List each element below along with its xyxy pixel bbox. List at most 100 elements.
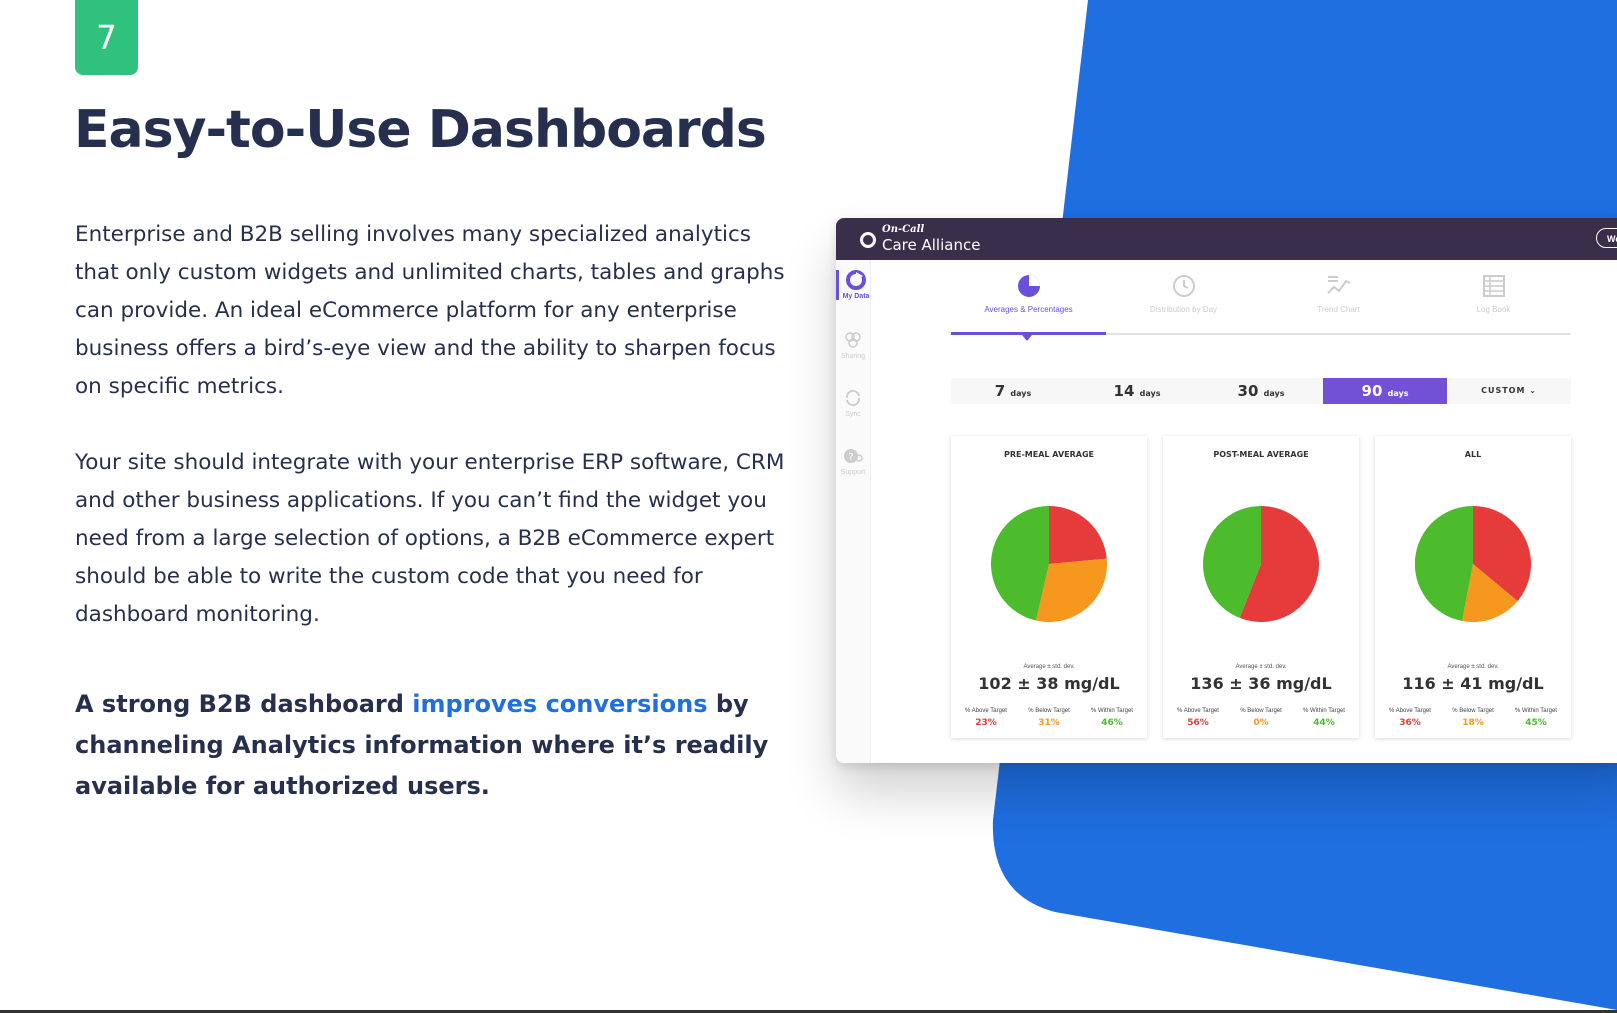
table-icon	[1482, 275, 1505, 297]
stat-value: 18%	[1462, 718, 1484, 728]
average-value: 136 ± 36 mg/dL	[1190, 674, 1332, 693]
average-value: 102 ± 38 mg/dL	[978, 674, 1120, 693]
average-label: Average ± std. dev.	[1447, 664, 1499, 670]
sidebar-item-support[interactable]: ? Support	[836, 446, 870, 476]
dashboard-screenshot: On-Call Care Alliance We My Data Sharing…	[836, 218, 1617, 763]
clock-icon	[1172, 275, 1195, 297]
people-icon	[845, 332, 861, 348]
page-title: Easy-to-Use Dashboards	[74, 100, 767, 160]
sidebar-label: Sync	[845, 411, 861, 418]
help-icon: ?	[844, 449, 863, 463]
card-title: POST-MEAL AVERAGE	[1213, 450, 1309, 459]
date-range-selector: 7 days 14 days 30 days 90 days CUSTOM ⌄	[951, 378, 1571, 404]
range-14-days[interactable]: 14 days	[1075, 378, 1199, 404]
custom-range-dropdown[interactable]: CUSTOM ⌄	[1481, 386, 1537, 395]
header-welcome-button[interactable]: We	[1596, 228, 1617, 248]
pie-slice-within	[1415, 506, 1473, 621]
trend-chart-icon	[1326, 276, 1350, 294]
stat-value: 36%	[1399, 718, 1421, 728]
sidebar-label: Support	[840, 469, 866, 476]
pie-slice-above	[1473, 506, 1531, 602]
stat-label: % Below Target	[1028, 708, 1070, 714]
stat-label: % Below Target	[1452, 708, 1494, 714]
sidebar-item-sharing[interactable]: Sharing	[836, 330, 870, 360]
stat-label: % Above Target	[1177, 708, 1219, 714]
stat-value: 0%	[1253, 718, 1269, 728]
tab-log-book[interactable]: Log Book	[1416, 273, 1571, 314]
post-meal-average-card: POST-MEAL AVERAGE Average ± std. dev. 13…	[1163, 436, 1359, 738]
improves-conversions-link[interactable]: improves conversions	[412, 690, 708, 718]
body-paragraph-2: Your site should integrate with your ent…	[75, 450, 785, 627]
section-number-badge: 7	[75, 0, 138, 75]
range-30-days[interactable]: 30 days	[1199, 378, 1323, 404]
pie-slice-below	[1462, 564, 1518, 622]
stat-value: 44%	[1313, 718, 1335, 728]
stat-above-target: % Above Target 23%	[955, 708, 1017, 728]
tab-label: Trend Chart	[1317, 305, 1360, 314]
range-unit: days	[1263, 389, 1285, 398]
dashboard-tabs: Averages & Percentages Distribution by D…	[951, 273, 1571, 335]
stat-value: 46%	[1101, 718, 1123, 728]
stat-above-target: % Above Target 56%	[1167, 708, 1229, 728]
tab-label: Distribution by Day	[1149, 305, 1218, 314]
sidebar-item-my-data[interactable]: My Data	[836, 270, 873, 300]
stat-below-target: % Below Target 18%	[1442, 708, 1504, 728]
footer-divider	[0, 1010, 1617, 1013]
range-number: 90	[1361, 382, 1383, 400]
range-unit: days	[1010, 389, 1032, 398]
sidebar-label: My Data	[842, 293, 870, 300]
average-label: Average ± std. dev.	[1235, 664, 1287, 670]
range-unit: days	[1139, 389, 1161, 398]
brand-name: Care Alliance	[882, 236, 981, 254]
stat-above-target: % Above Target 36%	[1379, 708, 1441, 728]
pre-meal-average-card: PRE-MEAL AVERAGE Average ± std. dev. 102…	[951, 436, 1147, 738]
logo-icon	[860, 232, 876, 248]
stat-label: % Within Target	[1515, 708, 1557, 714]
stat-within-target: % Within Target 46%	[1081, 708, 1143, 728]
pie-slice-above	[1049, 506, 1107, 564]
stat-label: % Above Target	[1389, 708, 1431, 714]
dashboard-sidebar: My Data Sharing Sync ? Support	[836, 260, 871, 763]
active-tab-caret	[1022, 335, 1032, 341]
active-tab-indicator	[951, 332, 1106, 335]
range-7-days[interactable]: 7 days	[951, 378, 1075, 404]
stat-label: % Within Target	[1303, 708, 1345, 714]
callout-text-end: by channeling Analytics information wher…	[75, 690, 769, 800]
range-number: 30	[1237, 382, 1259, 400]
tab-label: Averages & Percentages	[984, 305, 1073, 314]
body-paragraph-1: Enterprise and B2B selling involves many…	[75, 222, 785, 399]
stat-below-target: % Below Target 0%	[1230, 708, 1292, 728]
stat-below-target: % Below Target 31%	[1018, 708, 1080, 728]
sidebar-item-sync[interactable]: Sync	[836, 388, 870, 418]
pre-meal-pie-chart	[991, 506, 1107, 622]
sync-icon	[846, 390, 860, 406]
stat-within-target: % Within Target 45%	[1505, 708, 1567, 728]
average-value: 116 ± 41 mg/dL	[1402, 674, 1544, 693]
range-90-days[interactable]: 90 days	[1323, 378, 1447, 404]
card-title: PRE-MEAL AVERAGE	[1004, 450, 1094, 459]
callout-text: A strong B2B dashboard improves conversi…	[75, 684, 775, 807]
average-label: Average ± std. dev.	[1023, 664, 1075, 670]
range-unit: days	[1387, 389, 1409, 398]
pie-slice-above	[1239, 506, 1319, 622]
brand-tagline: On-Call	[882, 224, 925, 235]
tab-label: Log Book	[1476, 305, 1511, 314]
card-title: ALL	[1464, 450, 1482, 459]
stat-label: % Above Target	[965, 708, 1007, 714]
dashboard-header-bar: On-Call Care Alliance We	[836, 218, 1617, 260]
tab-averages-percentages[interactable]: Averages & Percentages	[951, 273, 1106, 314]
stat-value: 45%	[1525, 718, 1547, 728]
range-number: 14	[1113, 382, 1135, 400]
pie-slice-below	[1035, 558, 1107, 622]
sidebar-label: Sharing	[840, 353, 866, 360]
stat-label: % Below Target	[1240, 708, 1282, 714]
all-pie-chart	[1415, 506, 1531, 622]
stat-value: 23%	[975, 718, 997, 728]
svg-text:?: ?	[848, 452, 853, 463]
all-average-card: ALL Average ± std. dev. 116 ± 41 mg/dL %…	[1375, 436, 1571, 738]
tab-distribution-by-day[interactable]: Distribution by Day	[1106, 273, 1261, 314]
tab-trend-chart[interactable]: Trend Chart	[1261, 273, 1416, 314]
stat-within-target: % Within Target 44%	[1293, 708, 1355, 728]
pie-slice-within	[991, 506, 1049, 621]
post-meal-pie-chart	[1203, 506, 1319, 622]
